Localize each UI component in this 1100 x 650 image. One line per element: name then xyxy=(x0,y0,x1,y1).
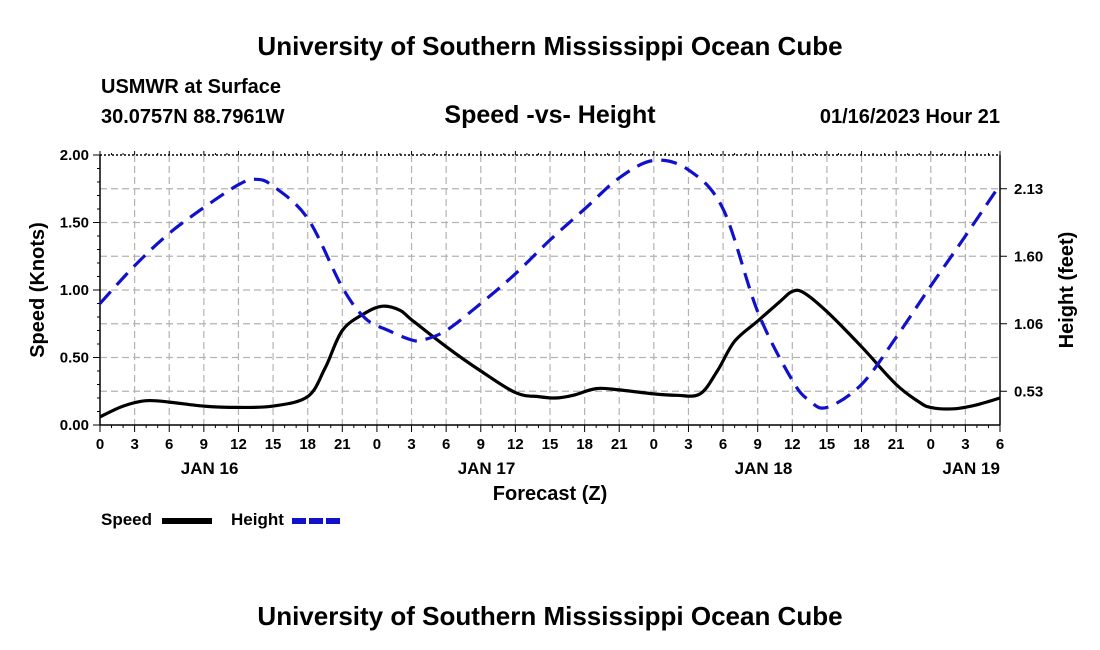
x-tick-label: 15 xyxy=(542,436,559,453)
x-tick-label: 21 xyxy=(888,436,905,453)
x-tick-label: 0 xyxy=(650,436,658,453)
y-tick-label: 0.00 xyxy=(60,417,89,434)
y2-tick-label: 1.60 xyxy=(1014,248,1043,265)
axis-labels: 0 3 6 9 12 15 18 21 0 3 6 9 12 15 18 21 0 3 6 9 12 15 18 21 0 3 6J… xyxy=(27,147,1078,529)
y2-axis-title: Height (feet) xyxy=(1056,232,1078,349)
x-tick-label: 6 xyxy=(165,436,173,453)
coordinates-label: 30.0757N 88.7961W xyxy=(101,106,285,128)
x-tick-label: 0 xyxy=(927,436,935,453)
x-tick-label: 6 xyxy=(442,436,450,453)
x-tick-label: 12 xyxy=(784,436,801,453)
x-tick-label: 15 xyxy=(265,436,282,453)
legend-label-height: Height xyxy=(231,510,284,529)
date-label: JAN 16 xyxy=(181,459,239,478)
y-tick-label: 2.00 xyxy=(60,147,89,164)
x-tick-label: 6 xyxy=(719,436,727,453)
x-tick-label: 3 xyxy=(684,436,692,453)
x-tick-label: 12 xyxy=(230,436,247,453)
forecast-datetime: 01/16/2023 Hour 21 xyxy=(819,106,1000,128)
x-tick-label: 9 xyxy=(477,436,485,453)
axes xyxy=(93,151,1007,432)
date-label: JAN 19 xyxy=(942,459,1000,478)
date-label: JAN 17 xyxy=(458,459,516,478)
x-tick-label: 18 xyxy=(576,436,593,453)
speed-height-chart: 0 3 6 9 12 15 18 21 0 3 6 9 12 15 18 21 0 3 6 9 12 15 18 21 0 3 6J… xyxy=(27,147,1078,529)
x-tick-label: 12 xyxy=(507,436,524,453)
x-tick-label: 21 xyxy=(611,436,628,453)
y2-tick-label: 1.06 xyxy=(1014,316,1043,333)
y2-tick-label: 0.53 xyxy=(1014,383,1043,400)
y-tick-label: 1.00 xyxy=(60,282,89,299)
x-tick-label: 15 xyxy=(819,436,836,453)
x-tick-label: 9 xyxy=(200,436,208,453)
legend-label-speed: Speed xyxy=(101,510,152,529)
y-axis-title: Speed (Knots) xyxy=(27,222,49,358)
footer-title: University of Southern Mississippi Ocean… xyxy=(257,601,843,631)
station-label: USMWR at Surface xyxy=(101,76,282,98)
y-tick-label: 0.50 xyxy=(60,350,89,367)
page-title: University of Southern Mississippi Ocean… xyxy=(257,31,843,61)
series-lines xyxy=(98,158,1002,419)
x-tick-label: 18 xyxy=(299,436,316,453)
x-tick-label: 3 xyxy=(130,436,138,453)
grid-lines xyxy=(100,155,1000,425)
date-label: JAN 18 xyxy=(735,459,793,478)
x-tick-label: 21 xyxy=(334,436,351,453)
x-axis-title: Forecast (Z) xyxy=(493,483,607,505)
x-tick-label: 0 xyxy=(373,436,381,453)
x-tick-label: 6 xyxy=(996,436,1004,453)
x-tick-label: 3 xyxy=(407,436,415,453)
y-tick-label: 1.50 xyxy=(60,215,89,232)
x-tick-label: 18 xyxy=(853,436,870,453)
x-tick-label: 9 xyxy=(754,436,762,453)
chart-title: Speed -vs- Height xyxy=(444,101,656,129)
x-tick-label: 3 xyxy=(961,436,969,453)
height-series-line xyxy=(98,158,1002,410)
x-tick-label: 0 xyxy=(96,436,104,453)
speed-series-line xyxy=(99,288,1001,419)
y2-tick-label: 2.13 xyxy=(1014,181,1043,198)
